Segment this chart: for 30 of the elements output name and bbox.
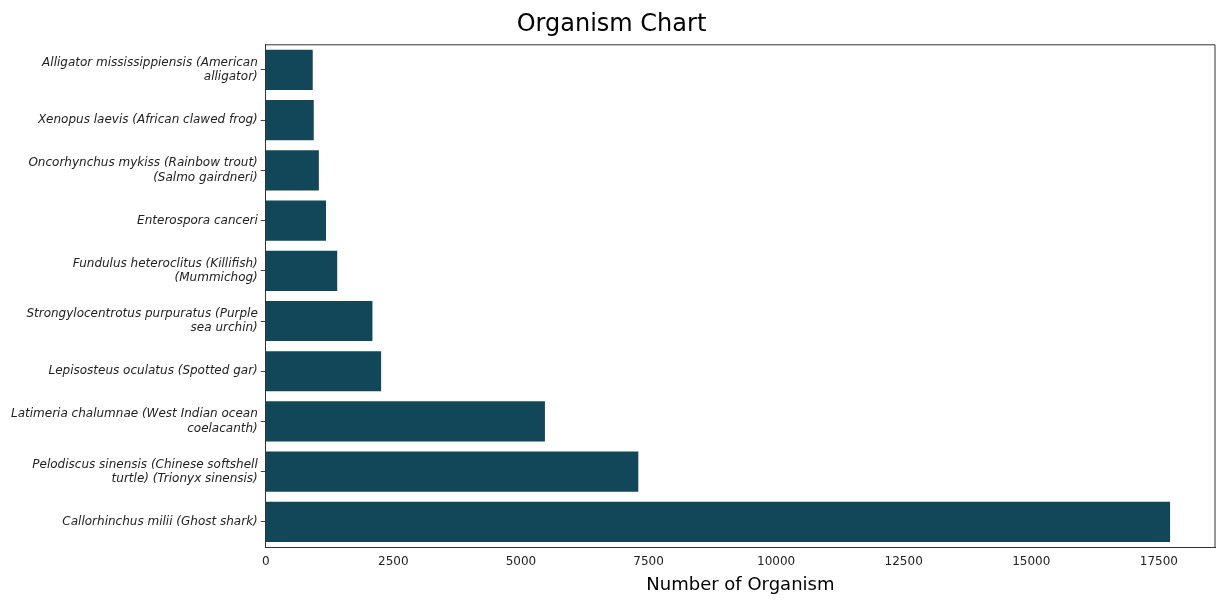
bar [265, 150, 319, 191]
x-axis-title: Number of Organism [646, 572, 835, 594]
x-tick-label: 17500 [1139, 554, 1178, 569]
y-tick-label: Alligator mississippiensis (American alligator) [41, 54, 258, 84]
x-tick-label: 5000 [505, 554, 537, 569]
x-tick-label: 2500 [378, 554, 409, 569]
y-tick-label: Fundulus heteroclitus (Killifish) (Mummichog) [72, 255, 258, 285]
x-tick-label: 7500 [633, 554, 664, 569]
y-tick-label: Oncorhynchus mykiss (Rainbow trout) (Salmo gairdneri) [28, 155, 258, 184]
y-tick-label: Strongylocentrotus purpuratus (Purple sea urchin) [26, 305, 258, 335]
y-tick-label: Enterospora canceri [137, 212, 259, 227]
y-tick-label: Xenopus laevis (African clawed frog) [36, 112, 258, 127]
y-tick-label: Lepisosteus oculatus (Spotted gar) [48, 363, 258, 378]
bar [265, 401, 545, 442]
bar [265, 49, 313, 90]
bar [265, 300, 373, 342]
bar [265, 200, 326, 241]
y-tick-label: Callorhinchus milii (Ghost shark) [62, 514, 258, 529]
bar [265, 501, 1171, 542]
bar [265, 351, 382, 392]
x-tick-label: 0 [261, 554, 270, 569]
y-tick-label: Pelodiscus sinensis (Chinese softshell turtle) (Trionyx sinensis) [32, 456, 259, 485]
bar [265, 250, 338, 291]
bar [265, 451, 639, 492]
y-tick-label: Latimeria chalumnae (West Indian ocean coelacanth) [11, 406, 258, 435]
x-tick-label: 10000 [757, 554, 796, 569]
chart-title: Organism Chart [516, 8, 707, 37]
x-tick-label: 12500 [884, 554, 923, 569]
x-tick-label: 15000 [1012, 554, 1051, 569]
bar [265, 100, 314, 141]
